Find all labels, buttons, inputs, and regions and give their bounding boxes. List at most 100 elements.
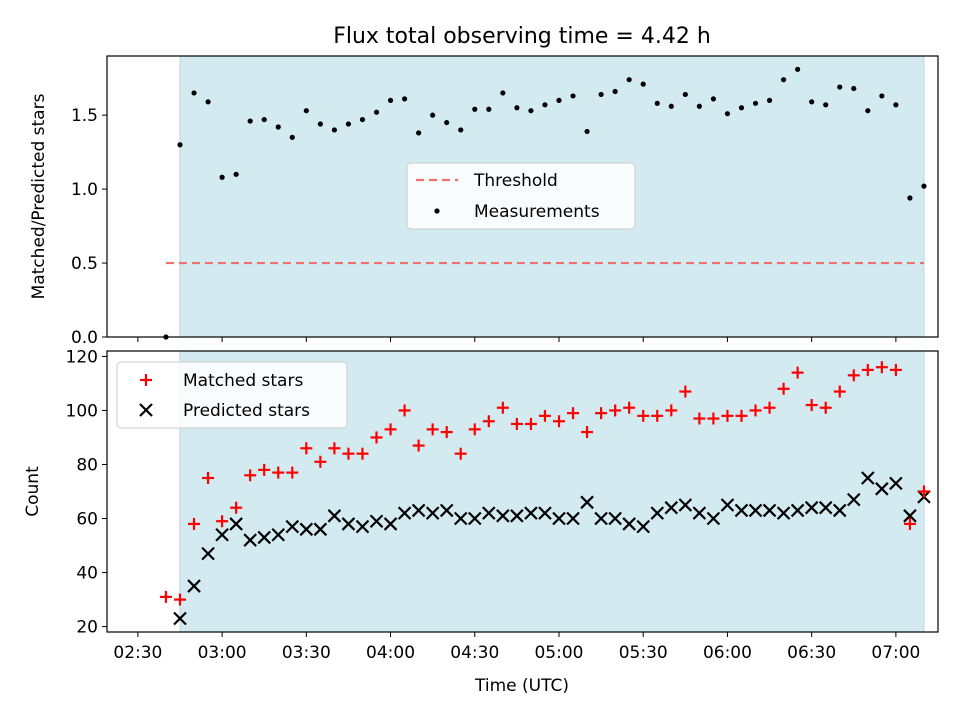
matched-star-point [861, 363, 874, 376]
measurement-point [373, 109, 380, 115]
measurement-point [738, 105, 745, 111]
measurement-point [795, 66, 801, 72]
predicted-star-point [355, 519, 370, 534]
count-y-tick-label: 20 [76, 618, 98, 638]
count-y-tick-label: 100 [66, 401, 98, 421]
x-tick-label: 04:30 [450, 643, 499, 663]
measurement-point [865, 108, 871, 114]
predicted-star-point [257, 530, 271, 545]
predicted-star-point [187, 579, 201, 593]
predicted-star-point [201, 546, 215, 561]
ratio-y-ticks: 0.0 0.5 1.0 1.5 [71, 106, 107, 348]
measurement-point [247, 118, 253, 124]
predicted-star-point [327, 509, 342, 523]
count-legend: Matched stars Predicted stars [116, 361, 348, 429]
predicted-star-point [313, 522, 328, 537]
measurement-point [598, 91, 604, 98]
measurement-point [514, 105, 520, 111]
predicted-star-point [271, 527, 286, 542]
predicted-star-point [229, 517, 243, 531]
count-panel-frame [106, 350, 939, 633]
count-y-tick-label: 120 [66, 347, 98, 367]
matched-stars-points [159, 361, 930, 606]
matched-star-point [524, 417, 537, 430]
measurement-point [766, 97, 773, 103]
measurement-point [724, 111, 731, 117]
matched-star-point [805, 399, 818, 412]
measurement-point [261, 116, 267, 123]
predicted-star-point [650, 506, 665, 520]
predicted-star-point [594, 511, 608, 526]
predicted-star-point [215, 527, 229, 542]
matched-star-point [595, 407, 608, 420]
matched-star-point [623, 401, 636, 414]
matched-star-point [581, 426, 594, 439]
legend-matched-label: Matched stars [183, 371, 303, 391]
predicted-star-point [889, 476, 903, 491]
count-y-ticks: 20 40 60 80 100 120 [66, 347, 107, 638]
matched-star-point [286, 466, 299, 479]
matched-star-point [230, 501, 243, 514]
matched-star-point [749, 404, 762, 417]
measurement-point [640, 81, 646, 87]
measurement-point [780, 77, 787, 83]
measurement-point [570, 93, 576, 99]
measurement-point [219, 174, 225, 180]
x-axis-label: Time (UTC) [474, 676, 569, 696]
ratio-legend: Threshold Measurements [406, 162, 636, 230]
matched-star-point [272, 466, 285, 479]
count-panel: 20 40 60 80 100 120 02:30 03:00 03:30 04:00 04:30… [23, 347, 939, 663]
predicted-star-point [369, 514, 384, 528]
predicted-star-point [411, 503, 426, 518]
predicted-star-point [720, 498, 735, 512]
measurement-point [401, 96, 408, 102]
measurement-point [626, 77, 632, 83]
matched-star-point [721, 409, 734, 422]
measurement-point [556, 97, 562, 103]
predicted-star-point [748, 503, 763, 518]
predicted-star-point [790, 503, 805, 518]
matched-star-point [412, 439, 425, 452]
predicted-star-point [832, 503, 847, 518]
measurement-point [205, 99, 211, 105]
matched-star-point [889, 363, 902, 376]
measurement-point [654, 100, 660, 106]
matched-star-point [258, 463, 271, 476]
matched-star-point [819, 401, 832, 414]
predicted-star-point [580, 495, 594, 510]
predicted-star-point [861, 471, 875, 485]
count-y-tick-label: 40 [76, 564, 98, 584]
ratio-y-tick-label: 1.0 [71, 180, 98, 200]
legend-matched-swatch [140, 374, 152, 386]
predicted-star-point [566, 511, 580, 526]
matched-star-point [679, 385, 692, 398]
measurement-point [682, 91, 688, 98]
matched-star-point [665, 404, 678, 417]
matched-star-point [440, 426, 453, 439]
matched-star-point [552, 415, 565, 428]
count-y-tick-label: 60 [76, 510, 98, 530]
measurement-point [500, 90, 506, 96]
matched-star-point [496, 401, 509, 414]
x-tick-label: 03:00 [198, 643, 247, 663]
matched-star-point [833, 385, 846, 398]
matched-star-point [917, 485, 930, 498]
matched-star-point [875, 361, 888, 374]
measurement-point [233, 171, 239, 177]
count-x-ticks: 02:30 03:00 03:30 04:00 04:30 05:00 05:30 06:00… [113, 632, 920, 663]
predicted-star-point [467, 511, 482, 526]
matched-star-point [567, 407, 580, 420]
x-tick-label: 07:00 [871, 643, 920, 663]
predicted-star-point [903, 509, 917, 523]
measurement-point [303, 108, 309, 114]
predicted-star-point [453, 511, 468, 526]
matched-star-point [173, 593, 186, 606]
predicted-star-point [692, 506, 707, 520]
matched-star-point [216, 515, 229, 528]
predicted-star-point [664, 500, 679, 515]
ratio-y-tick-label: 0.0 [71, 328, 98, 348]
predicted-star-point [243, 533, 257, 547]
count-legend-box [116, 361, 348, 429]
x-tick-label: 05:00 [534, 643, 583, 663]
measurement-point [879, 93, 885, 99]
